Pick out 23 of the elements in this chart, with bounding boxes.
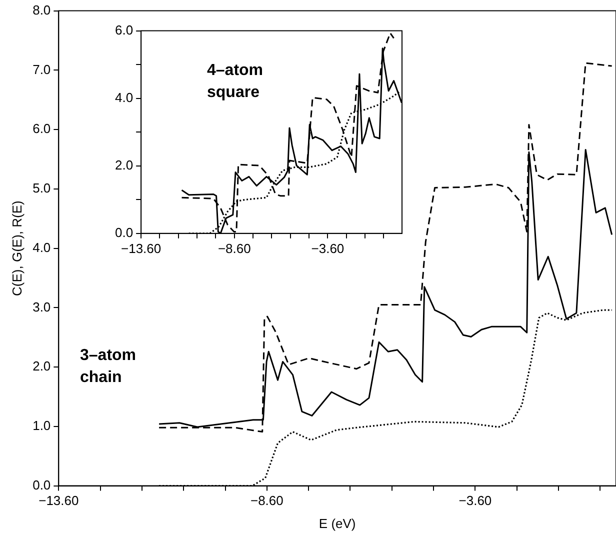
x-tick-label: −3.60 [458, 493, 492, 508]
y-tick-label: 2.0 [32, 358, 51, 374]
y-tick-label: 6.0 [32, 121, 51, 136]
y-tick-label: 3.0 [32, 299, 51, 314]
x-axis-title: E (eV) [318, 516, 356, 531]
x-tick-label: −8.60 [218, 240, 251, 256]
y-tick-label: 0.0 [32, 477, 51, 492]
x-tick-label: −13.60 [38, 493, 79, 508]
y-tick-label: 8.0 [32, 2, 51, 18]
y-axis-title: C(E), G(E), R(E) [9, 200, 24, 296]
y-tick-label: 7.0 [32, 62, 51, 77]
annotation: 3–atom chain [80, 346, 138, 388]
y-tick-label: 0.0 [114, 224, 134, 240]
annotation: 4–atom square [207, 61, 264, 103]
y-tick-label: 4.0 [32, 240, 51, 255]
y-tick-label: 5.0 [32, 180, 51, 196]
y-tick-label: 2.0 [114, 157, 134, 172]
y-tick-label: 1.0 [32, 418, 51, 434]
x-tick-label: −3.60 [311, 240, 344, 256]
y-tick-label: 6.0 [114, 22, 134, 38]
x-tick-label: −8.60 [250, 493, 284, 508]
y-tick-label: 4.0 [114, 90, 134, 105]
x-tick-label: −13.60 [121, 240, 162, 256]
